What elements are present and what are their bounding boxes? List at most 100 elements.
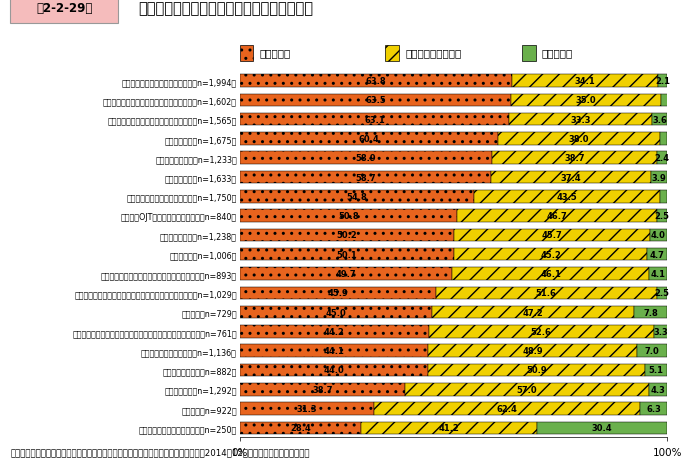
Text: 31.3: 31.3 — [296, 404, 317, 413]
Text: 3.3: 3.3 — [653, 327, 668, 336]
Text: 4.1: 4.1 — [651, 269, 666, 278]
Bar — [429, 325, 653, 338]
Text: 38.0: 38.0 — [569, 135, 589, 144]
Bar — [660, 191, 667, 203]
Text: 35.0: 35.0 — [575, 96, 596, 105]
Bar — [658, 75, 667, 88]
Text: 有効である: 有効である — [260, 48, 291, 58]
Bar — [240, 306, 432, 319]
Bar — [428, 344, 637, 357]
Bar — [650, 229, 667, 242]
Text: 第2-2-29図: 第2-2-29図 — [36, 2, 92, 15]
Bar — [651, 171, 667, 184]
Text: 2.5: 2.5 — [655, 212, 669, 221]
Bar — [240, 383, 405, 396]
Text: 63.5: 63.5 — [365, 96, 386, 105]
Text: 48.9: 48.9 — [523, 346, 543, 356]
Text: 37.4: 37.4 — [560, 173, 581, 182]
Bar — [10, 0, 117, 24]
Bar — [240, 171, 491, 184]
Text: 50.1: 50.1 — [336, 250, 357, 259]
Bar — [240, 344, 428, 357]
Bar — [498, 133, 660, 145]
Text: 5.1: 5.1 — [649, 366, 664, 375]
Text: 3.6: 3.6 — [652, 115, 667, 125]
Bar — [537, 422, 667, 434]
Bar — [240, 210, 457, 222]
Bar — [512, 75, 658, 88]
Text: 54.8: 54.8 — [347, 193, 367, 201]
Text: 44.1: 44.1 — [324, 346, 345, 356]
Text: 58.9: 58.9 — [355, 154, 376, 163]
Text: 資料：中小企業庁委託「中小企業・小規模事業者の人材確保と育成に関する調査」（2014年12月、（株）野村総合研究所）: 資料：中小企業庁委託「中小企業・小規模事業者の人材確保と育成に関する調査」（20… — [10, 447, 310, 456]
Text: 6.3: 6.3 — [646, 404, 661, 413]
Bar — [240, 248, 454, 261]
Text: 62.4: 62.4 — [496, 404, 517, 413]
Text: 人材定着に関して有効と認識されている取組: 人材定着に関して有効と認識されている取組 — [138, 1, 313, 16]
Text: 30.4: 30.4 — [592, 424, 612, 432]
Bar — [240, 75, 512, 88]
Bar — [240, 402, 373, 415]
Text: 63.1: 63.1 — [364, 115, 385, 125]
Bar — [491, 171, 651, 184]
Bar — [647, 248, 667, 261]
Text: 47.2: 47.2 — [523, 308, 543, 317]
Text: 45.9: 45.9 — [327, 288, 348, 298]
Text: 46.1: 46.1 — [540, 269, 561, 278]
Text: 50.2: 50.2 — [336, 231, 357, 240]
Bar — [240, 268, 452, 280]
Text: 43.5: 43.5 — [557, 193, 578, 201]
Bar — [240, 191, 474, 203]
Text: 50.8: 50.8 — [338, 212, 359, 221]
Bar — [657, 210, 667, 222]
Bar — [455, 229, 650, 242]
Text: 60.4: 60.4 — [359, 135, 379, 144]
Bar — [385, 46, 399, 62]
Bar — [240, 133, 498, 145]
Bar — [657, 287, 667, 300]
Bar — [240, 325, 429, 338]
Bar — [661, 94, 668, 107]
Bar — [491, 152, 657, 165]
Bar — [240, 152, 491, 165]
Text: 28.4: 28.4 — [290, 424, 311, 432]
Bar — [240, 94, 512, 107]
Bar — [522, 46, 536, 62]
Text: 45.2: 45.2 — [540, 250, 561, 259]
Text: 4.0: 4.0 — [651, 231, 666, 240]
Bar — [637, 344, 667, 357]
Text: 45.7: 45.7 — [541, 231, 562, 240]
Text: 52.6: 52.6 — [531, 327, 552, 336]
Bar — [240, 46, 254, 62]
Text: 2.5: 2.5 — [655, 288, 669, 298]
Text: 4.3: 4.3 — [651, 385, 665, 394]
Text: 有効でない: 有効でない — [542, 48, 573, 58]
Bar — [240, 287, 436, 300]
Bar — [361, 422, 537, 434]
Bar — [652, 113, 667, 126]
Text: どちらとも言えない: どちらとも言えない — [405, 48, 461, 58]
Text: 57.0: 57.0 — [516, 385, 537, 394]
Text: 7.8: 7.8 — [643, 308, 658, 317]
Bar — [436, 287, 657, 300]
Text: 41.2: 41.2 — [439, 424, 459, 432]
Bar — [240, 422, 361, 434]
Text: 2.4: 2.4 — [655, 154, 669, 163]
Bar — [634, 306, 667, 319]
Text: 33.3: 33.3 — [571, 115, 591, 125]
Bar — [432, 306, 634, 319]
Bar — [240, 229, 455, 242]
Text: 38.7: 38.7 — [312, 385, 333, 394]
Text: 44.0: 44.0 — [323, 366, 344, 375]
Text: 38.7: 38.7 — [564, 154, 584, 163]
Bar — [454, 248, 647, 261]
Bar — [657, 152, 667, 165]
Text: 46.7: 46.7 — [546, 212, 567, 221]
Bar — [240, 113, 509, 126]
Text: 4.7: 4.7 — [650, 250, 664, 259]
Text: 2.1: 2.1 — [655, 77, 670, 86]
Bar — [452, 268, 649, 280]
Bar — [640, 402, 667, 415]
Bar — [428, 364, 646, 376]
Bar — [653, 325, 668, 338]
